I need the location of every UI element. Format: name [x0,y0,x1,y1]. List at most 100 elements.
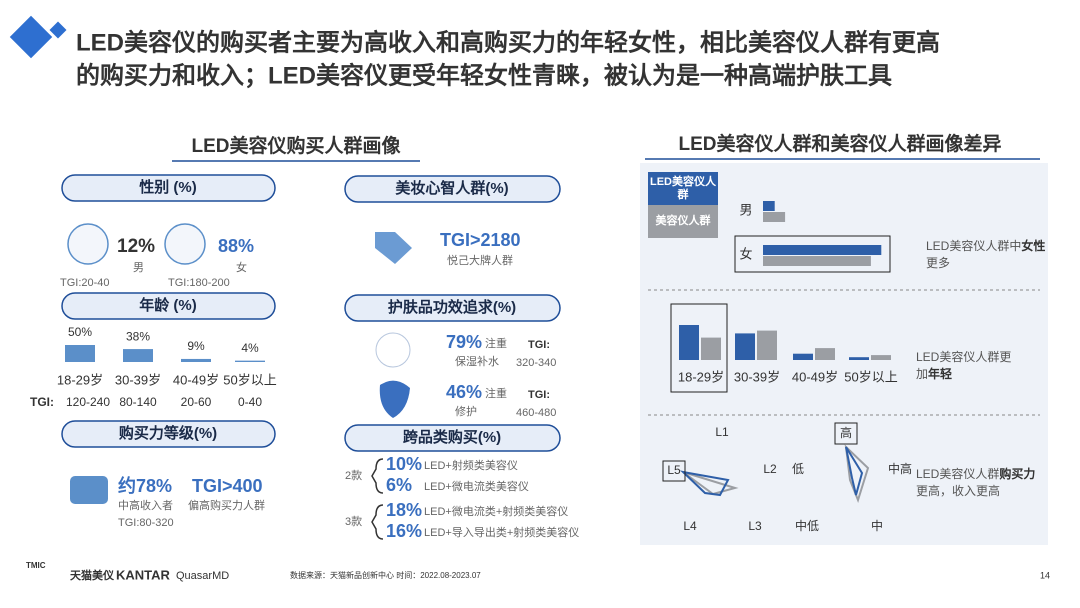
highlight-box [670,303,728,393]
highlight-box [834,422,858,445]
category-label: 40-49岁 [173,372,219,387]
level-label: L1 [715,425,729,439]
source: 数据来源：天猫新品创新中心 时间：2022.08-2023.07 [290,570,481,580]
item-label: LED+微电流类美容仪 [424,479,529,493]
water-icon [375,332,411,368]
bar [763,245,882,255]
title-line: LED美容仪的购买者主要为高收入和高购买力的年轻女性，相比美容仪人群有更高 [76,28,940,56]
category-label: 50岁以上 [223,372,276,387]
pill-label: 护肤品功效追求(%) [388,298,516,316]
category-label: 男 [739,202,752,217]
note: LED美容仪人群更加年轻 [916,349,1016,383]
category-label: 30-39岁 [734,369,780,384]
tgi-label: TGI: [528,389,550,401]
page-number: 14 [1040,570,1050,580]
pill: 美妆心智人群(%) [344,175,561,203]
bar [849,357,869,360]
female-icon [164,223,206,265]
wallet-icon [70,476,108,504]
tgi: TGI>400 [192,476,263,496]
logo: 天猫美仪 [70,568,115,582]
note-text: 购买力 [999,467,1036,481]
bar [871,355,891,360]
pill-label: 美妆心智人群(%) [395,179,508,197]
female-label: 女 [236,260,247,274]
item-label: LED+微电流类+射频类美容仪 [424,504,568,518]
section-title: LED美容仪人群和美容仪人群画像差异 [678,132,1001,155]
share: 约78% [118,475,172,496]
bar [757,330,777,360]
level-label: 高 [840,425,852,440]
value-label: 38% [126,329,150,343]
bar [815,348,835,360]
category-label: 30-39岁 [115,372,161,387]
bar [181,358,211,362]
note-text: LED美容仪人群更加 [916,350,1012,381]
level-label: L3 [748,519,762,533]
highlight-box [662,460,686,482]
tag-icon [375,232,412,264]
female-share: 88% [218,236,254,256]
radar-shape [682,471,739,496]
share: 16% [386,521,422,541]
note: LED美容仪人群中女性更多 [926,238,1051,272]
tgi: 120-240 [66,395,110,409]
legend-item: LED美容仪人群 [648,172,718,205]
bar [735,333,755,360]
tgi: 320-340 [516,357,556,369]
level-label: L2 [763,462,777,476]
bar [763,212,786,222]
radar-shape [679,470,730,497]
group-label: 3款 [345,514,362,528]
item-label: LED+射频类美容仪 [424,458,518,472]
item-label: LED+导入导出类+射频类美容仪 [424,525,579,539]
pill-label: 性别 (%) [139,178,197,196]
share: 18% [386,500,422,520]
label: 保湿补水 [455,354,499,368]
pill-label: 购买力等级(%) [119,424,217,442]
tgi: 0-40 [238,395,262,409]
radar-shape [844,444,870,503]
tgi-label: TGI: [528,339,550,351]
pill: 性别 (%) [61,174,276,202]
tgi: TGI:20-40 [60,277,110,289]
level-label: 中高 [888,461,912,476]
level-label: 低 [792,462,804,476]
level-label: 中低 [795,518,819,533]
category-label: 女 [739,246,752,261]
pill: 护肤品功效追求(%) [344,294,561,322]
male-share: 12% [117,236,155,257]
highlight-box [734,235,891,273]
header-icon [49,21,67,39]
brace [371,458,384,494]
tgi-label: 偏高购买力人群 [188,498,265,512]
category-label: 18-29岁 [57,372,103,387]
male-label: 男 [133,262,144,274]
tgi: TGI:80-320 [118,517,174,529]
level-label: L4 [683,519,697,533]
category-label: 50岁以上 [844,369,897,384]
bar [701,337,721,360]
note-text: 更多 [926,256,951,270]
legend-item: 美容仪人群 [648,205,718,238]
bar [123,349,153,362]
section-title: LED美容仪购买人群画像 [191,134,401,157]
prefix: 注重 [485,336,507,350]
level-label: L5 [667,463,681,477]
tgi: 20-60 [181,395,212,409]
bar [65,345,95,362]
bar [235,360,265,362]
note: LED美容仪人群购买力更高，收入更高 [916,466,1040,500]
bar [763,201,775,211]
category-label: 18-29岁 [678,369,724,384]
share: 10% [386,454,422,474]
note-text: 年轻 [928,367,953,381]
pill-label: 年龄 (%) [139,296,197,314]
bar [763,256,871,266]
note-text: LED美容仪人群 [916,467,1000,481]
face-icon [379,380,410,418]
label: 修护 [455,404,477,418]
group-label: 2款 [345,468,362,482]
